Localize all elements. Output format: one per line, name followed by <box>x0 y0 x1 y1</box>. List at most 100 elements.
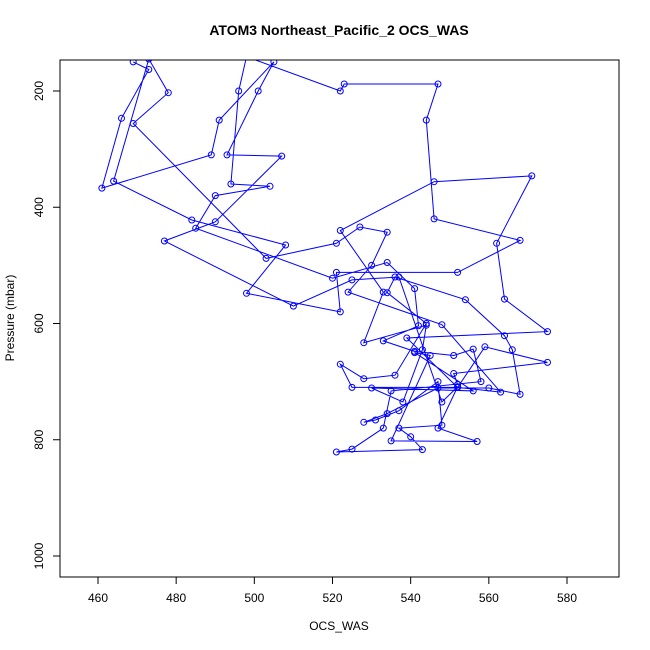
data-point <box>477 378 485 386</box>
data-point <box>469 387 477 395</box>
data-point <box>387 387 395 395</box>
data-point <box>262 254 270 262</box>
data-point <box>422 116 430 124</box>
data-point <box>454 381 462 388</box>
data-point <box>336 308 344 316</box>
data-point <box>415 322 422 330</box>
data-point <box>391 273 399 281</box>
data-point <box>356 223 364 231</box>
data-point <box>450 352 458 359</box>
x-tick-label: 520 <box>322 591 342 605</box>
data-point <box>485 384 493 392</box>
data-point <box>399 398 407 406</box>
data-point <box>270 60 278 66</box>
data-point <box>544 328 551 336</box>
data-point <box>473 438 481 445</box>
data-point <box>379 288 387 296</box>
y-axis-label: Pressure (mbar) <box>3 275 17 362</box>
data-point <box>430 178 438 186</box>
y-tick-label: 800 <box>32 429 46 449</box>
data-point <box>407 433 415 441</box>
data-point <box>508 346 516 354</box>
data-point <box>501 332 508 340</box>
data-point <box>360 375 368 383</box>
data-point <box>278 152 286 160</box>
data-point <box>227 180 235 188</box>
data-point <box>383 228 391 236</box>
data-point <box>497 388 505 396</box>
data-point <box>336 87 344 95</box>
data-point <box>110 177 118 185</box>
data-point <box>192 224 200 232</box>
data-point <box>469 345 477 353</box>
data-point <box>395 424 403 432</box>
data-point <box>516 236 524 244</box>
data-point <box>395 273 403 281</box>
data-point <box>207 151 215 159</box>
data-point <box>329 274 336 282</box>
data-point <box>454 268 462 276</box>
data-point <box>434 384 442 392</box>
y-tick-label: 400 <box>32 197 46 217</box>
chart-title: ATOM3 Northeast_Pacific_2 OCS_WAS <box>209 22 468 38</box>
data-point <box>360 339 368 347</box>
plot-area <box>98 60 551 456</box>
plot-frame <box>59 59 620 578</box>
x-tick-label: 560 <box>479 591 499 605</box>
data-point <box>383 289 391 297</box>
data-point <box>391 371 399 379</box>
data-point <box>348 445 356 453</box>
data-point <box>501 295 508 303</box>
data-point <box>129 60 137 66</box>
data-point <box>223 151 231 159</box>
data-point <box>254 87 262 95</box>
y-tick-label: 200 <box>32 81 46 101</box>
data-point <box>493 239 501 247</box>
data-point <box>434 80 442 88</box>
data-point <box>245 60 248 61</box>
data-point <box>336 360 344 368</box>
data-point <box>438 421 446 429</box>
x-tick-label: 480 <box>166 591 186 605</box>
data-point <box>430 215 438 223</box>
data-point <box>145 66 153 73</box>
series-line <box>101 60 549 453</box>
data-point <box>383 410 391 418</box>
data-point <box>403 334 411 342</box>
data-point <box>516 390 524 398</box>
data-point <box>243 289 250 297</box>
data-point <box>395 407 403 415</box>
x-tick-label: 540 <box>401 591 421 605</box>
data-point <box>422 320 430 327</box>
data-point <box>348 276 356 284</box>
data-point <box>360 418 368 426</box>
y-tick-label: 1000 <box>32 542 46 569</box>
data-point <box>164 89 172 97</box>
data-point <box>344 288 352 296</box>
data-point <box>368 384 376 392</box>
y-tick-label: 600 <box>32 313 46 333</box>
data-point <box>418 346 426 354</box>
data-point <box>118 114 125 122</box>
data-point <box>332 448 340 456</box>
x-axis-label: OCS_WAS <box>309 619 369 633</box>
data-point <box>379 337 387 345</box>
data-point <box>461 296 469 304</box>
data-point <box>438 321 446 329</box>
data-point <box>332 268 340 276</box>
data-point <box>438 398 446 406</box>
data-point <box>188 216 196 224</box>
data-point <box>332 239 340 247</box>
data-point <box>411 285 419 293</box>
data-point <box>348 383 356 391</box>
data-point <box>98 184 106 192</box>
data-point <box>379 424 387 432</box>
data-point <box>289 302 297 310</box>
data-point <box>340 80 348 88</box>
data-point <box>411 347 419 355</box>
data-point <box>282 241 290 249</box>
data-point <box>211 218 219 226</box>
data-point <box>528 172 536 180</box>
data-point <box>266 182 274 190</box>
